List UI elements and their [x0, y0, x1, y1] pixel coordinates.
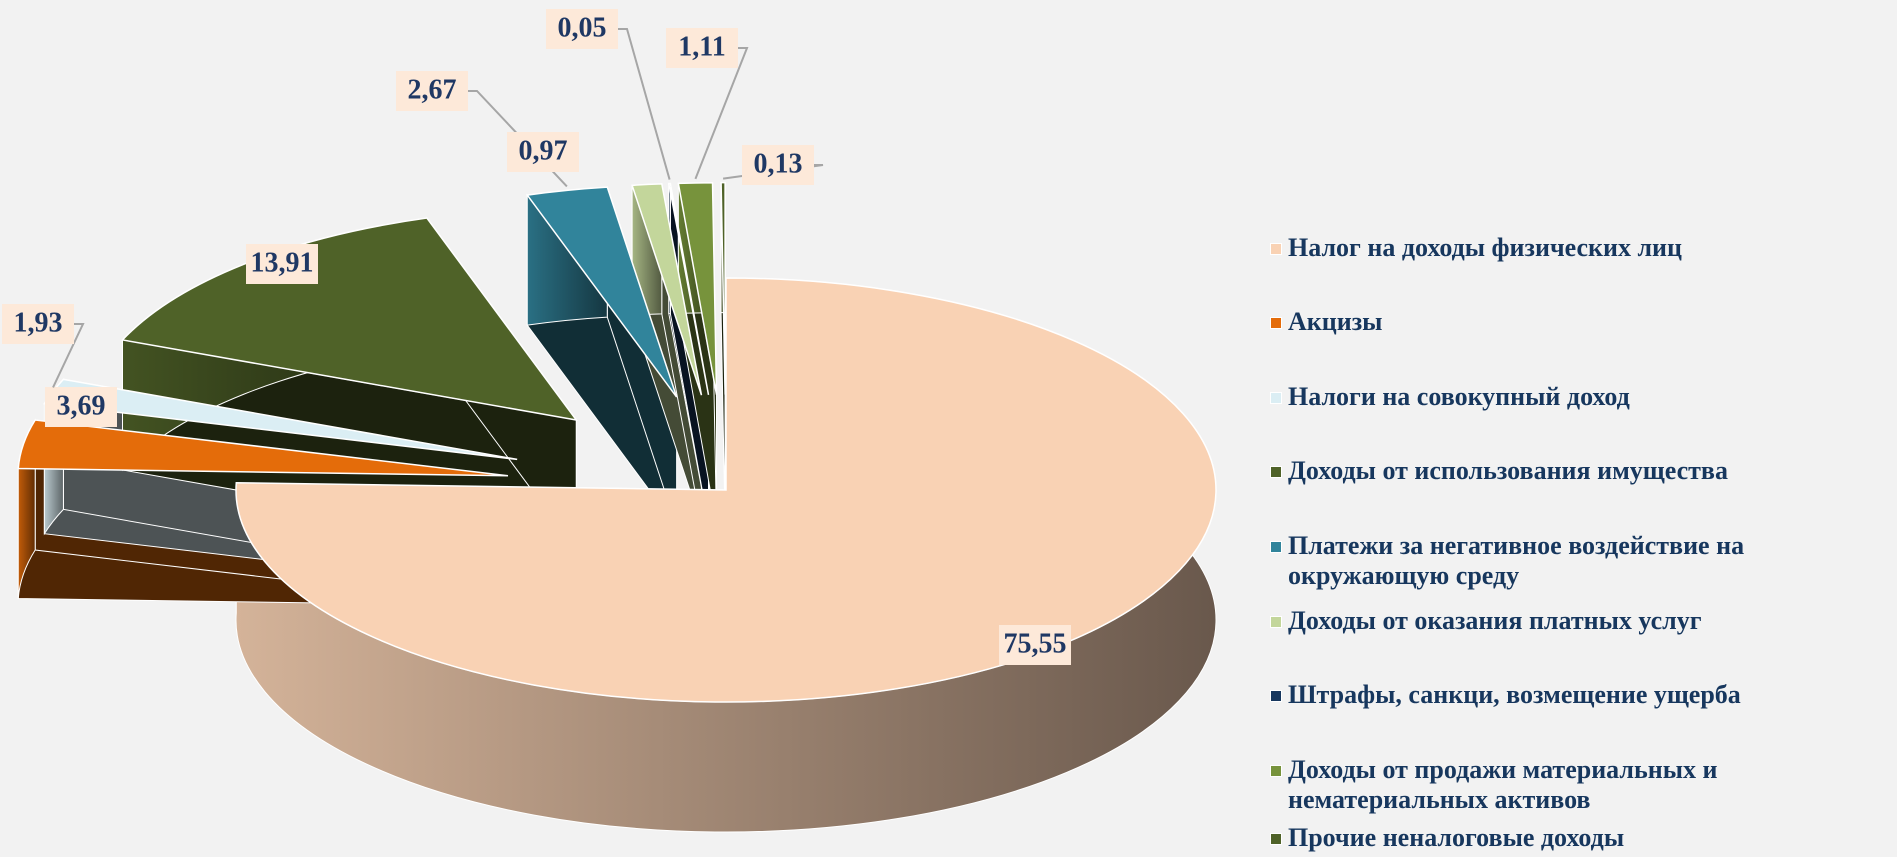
data-label: 2,67: [408, 74, 457, 105]
legend-item: Доходы от оказания платных услуг: [1270, 606, 1897, 636]
legend-swatch: [1270, 243, 1282, 255]
legend-item: Платежи за негативное воздействие на окр…: [1270, 531, 1897, 591]
data-label-box: [507, 132, 579, 172]
data-label: 1,93: [14, 307, 63, 338]
legend-swatch: [1270, 616, 1282, 628]
data-label-box: [45, 387, 117, 427]
legend-label: Акцизы: [1288, 307, 1383, 336]
slice: [525, 186, 678, 398]
slice: [677, 181, 718, 395]
legend-label: Налоги на совокупный доход: [1288, 382, 1630, 411]
legend-swatch: [1270, 317, 1282, 329]
slice: [631, 183, 703, 396]
legend-item: Доходы от продажи материальных и нематер…: [1270, 755, 1897, 815]
slice: [667, 182, 710, 396]
legend-label: Платежи за негативное воздействие на окр…: [1288, 531, 1745, 590]
legend-label: Налог на доходы физических лиц: [1288, 233, 1683, 262]
legend-label: Прочие неналоговые доходы: [1288, 823, 1625, 852]
data-label: 0,97: [519, 135, 568, 166]
data-label-box: [742, 145, 814, 185]
data-label: 13,91: [251, 247, 314, 278]
legend-item: Прочие неналоговые доходы: [1270, 823, 1897, 853]
legend-swatch: [1270, 765, 1282, 777]
legend-item: Налоги на совокупный доход: [1270, 382, 1897, 412]
leader-line: [612, 28, 671, 180]
slice: [17, 419, 509, 477]
slice: [720, 181, 726, 395]
legend-item: Акцизы: [1270, 307, 1897, 337]
data-label: 1,11: [678, 31, 725, 62]
legend-item: Штрафы, санкци, возмещение ущерба: [1270, 680, 1897, 710]
slice: [121, 217, 578, 422]
data-label: 3,69: [57, 390, 106, 421]
data-label-box: [666, 28, 738, 68]
data-label: 75,55: [1004, 628, 1067, 659]
legend-label: Доходы от продажи материальных и нематер…: [1288, 755, 1718, 814]
legend-swatch: [1270, 466, 1282, 478]
legend-item: Налог на доходы физических лиц: [1270, 233, 1897, 263]
legend-label: Доходы от использования имущества: [1288, 456, 1728, 485]
legend-label: Доходы от оказания платных услуг: [1288, 606, 1702, 635]
data-label-box: [2, 304, 74, 344]
data-label-box: [999, 625, 1071, 665]
data-label-box: [246, 244, 318, 284]
data-label-box: [546, 9, 618, 49]
legend-swatch: [1270, 833, 1282, 845]
legend-item: Доходы от использования имущества: [1270, 456, 1897, 486]
legend-swatch: [1270, 690, 1282, 702]
legend-label: Штрафы, санкци, возмещение ущерба: [1288, 680, 1741, 709]
data-label: 0,13: [754, 148, 803, 179]
data-label: 0,05: [558, 12, 607, 43]
legend-swatch: [1270, 392, 1282, 404]
data-label-box: [396, 71, 468, 111]
legend-swatch: [1270, 541, 1282, 553]
